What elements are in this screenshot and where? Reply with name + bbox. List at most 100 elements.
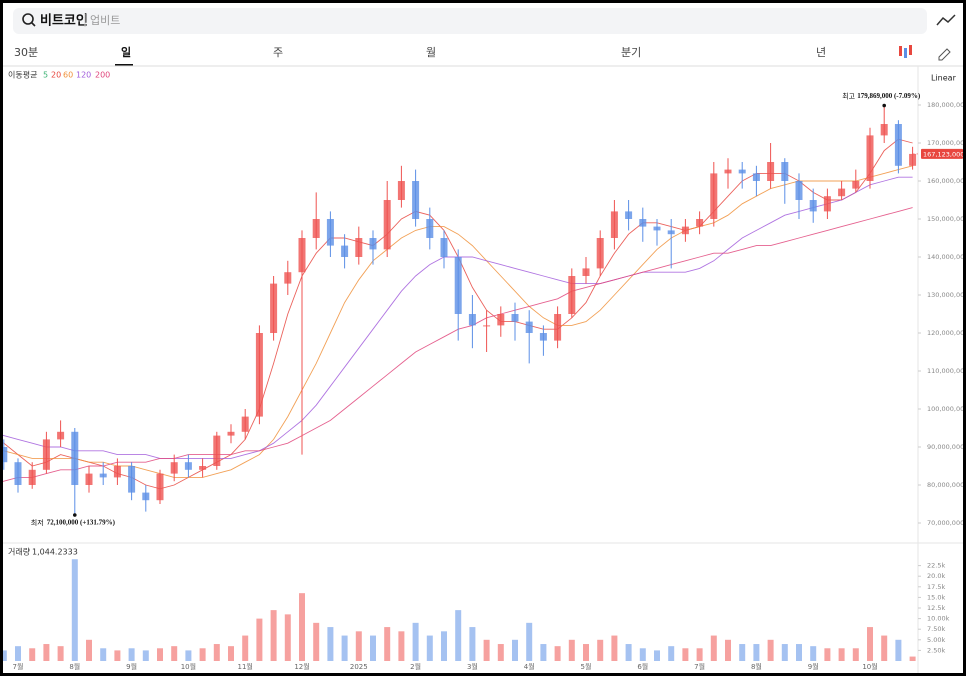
draw-icon[interactable] xyxy=(938,48,951,61)
volume-tick-label: 2.50k xyxy=(927,646,945,654)
candle-body xyxy=(752,173,760,181)
search-icon xyxy=(22,13,34,25)
last-price-label: 167,123,000 xyxy=(923,150,963,158)
extreme-prefix: 최고 xyxy=(842,91,855,100)
x-tick-label: 9월 xyxy=(808,662,819,671)
volume-bar xyxy=(441,631,447,661)
chart-type-icon[interactable] xyxy=(909,45,912,55)
volume-bar xyxy=(114,650,121,661)
candle-body xyxy=(823,196,831,212)
volume-bar xyxy=(909,656,916,661)
volume-bar xyxy=(838,648,845,661)
extreme-label: 179,869,000 (-7.09%) xyxy=(857,92,921,100)
x-tick-label: 12월 xyxy=(294,662,309,671)
volume-bar xyxy=(128,648,135,661)
volume-bar xyxy=(341,635,348,661)
x-tick-label: 7월 xyxy=(13,662,24,671)
volume-bar xyxy=(469,627,476,661)
volume-bar xyxy=(512,639,518,661)
volume-bar xyxy=(270,610,277,661)
candle-body xyxy=(738,169,746,174)
extreme-dot xyxy=(73,513,77,517)
candle-body xyxy=(341,245,349,257)
search-box[interactable] xyxy=(13,8,927,34)
candle-body xyxy=(667,230,675,235)
volume-bar xyxy=(639,648,646,661)
candle-body xyxy=(497,314,505,326)
candle-body xyxy=(270,283,278,333)
volume-bar xyxy=(242,635,249,661)
volume-bar xyxy=(370,635,376,661)
tab[interactable]: 일 xyxy=(121,45,131,59)
candle-body xyxy=(767,162,775,181)
volume-bar xyxy=(682,648,689,661)
candle-body xyxy=(866,135,874,181)
y-tick-label: 120,000,000 xyxy=(927,329,963,337)
x-tick-label: 5월 xyxy=(581,662,592,671)
chart-type-icon[interactable] xyxy=(904,48,907,58)
scale-mode[interactable]: Linear xyxy=(931,74,957,83)
y-tick-label: 140,000,000 xyxy=(927,253,963,261)
volume-bar xyxy=(299,593,305,661)
ma-legend: 60 xyxy=(63,71,73,80)
candle-body xyxy=(85,473,93,485)
volume-bar xyxy=(355,631,362,661)
candle-body xyxy=(852,181,860,189)
candle-body xyxy=(113,466,121,478)
candle-body xyxy=(326,219,334,246)
volume-bar xyxy=(256,618,263,661)
volume-bar xyxy=(313,622,320,661)
volume-bar xyxy=(611,635,618,661)
tab[interactable]: 주 xyxy=(273,46,283,59)
tab[interactable]: 분기 xyxy=(621,46,641,59)
candle-body xyxy=(383,200,391,250)
candle-body xyxy=(156,473,164,501)
tab[interactable]: 월 xyxy=(426,46,436,59)
volume-tick-label: 5.00k xyxy=(927,636,945,644)
candle-body xyxy=(412,181,420,219)
candle-body xyxy=(809,200,817,212)
tab[interactable]: 년 xyxy=(816,46,826,59)
tab[interactable]: 30분 xyxy=(14,46,38,59)
candle-body xyxy=(241,416,249,432)
y-tick-label: 180,000,000 xyxy=(927,101,963,109)
volume-bar xyxy=(228,646,234,661)
volume-bar xyxy=(725,639,731,661)
active-tab-underline xyxy=(115,64,133,66)
candle-body xyxy=(14,462,22,485)
candle-body xyxy=(838,188,846,197)
candle-body xyxy=(355,238,363,257)
volume-bar xyxy=(142,650,149,661)
candle-body xyxy=(880,124,888,136)
candle-body xyxy=(639,219,647,227)
candle-body xyxy=(681,226,689,235)
y-tick-label: 110,000,000 xyxy=(927,367,963,375)
candle-body xyxy=(653,226,661,231)
candle-body xyxy=(454,257,462,314)
volume-bar xyxy=(810,646,817,661)
candle-body xyxy=(625,211,633,219)
ma-title: 이동평균 xyxy=(8,70,37,80)
candle-body xyxy=(71,431,79,485)
candle-body xyxy=(142,492,150,501)
ma-legend: 20 xyxy=(51,71,61,80)
x-tick-label: 4월 xyxy=(524,662,535,671)
candle-body xyxy=(284,272,292,284)
volume-bar xyxy=(753,644,760,661)
volume-bar xyxy=(171,646,178,661)
exchange: 업비트 xyxy=(90,14,120,27)
candle-body xyxy=(255,333,263,417)
candle-body xyxy=(369,238,377,250)
volume-bar xyxy=(895,639,902,661)
chart-app: 비트코인 업비트 30분 일 주 월 분기 년 Linear 이동평균 거래량 1,044… xyxy=(3,8,963,673)
x-tick-label: 2025 xyxy=(350,663,368,671)
compare-icon[interactable] xyxy=(936,14,956,26)
x-tick-label: 3월 xyxy=(467,662,478,671)
chart-type-icon[interactable] xyxy=(899,46,902,56)
ma-legend: 5 xyxy=(43,71,48,80)
y-tick-label: 70,000,000 xyxy=(927,519,963,527)
volume-tick-label: 17.5k xyxy=(927,583,945,591)
candle-body xyxy=(539,333,547,341)
candle-body xyxy=(610,211,618,238)
